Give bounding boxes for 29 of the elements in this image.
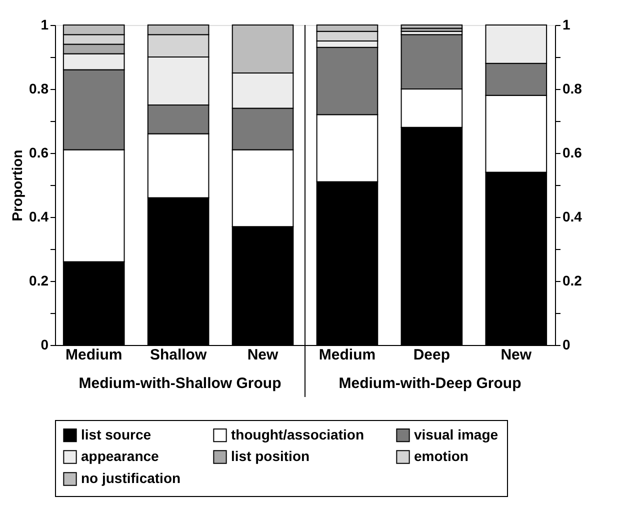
legend-label: no justification (81, 470, 181, 486)
x-tick-label: Medium (318, 346, 376, 364)
x-tick-label: Shallow (150, 346, 207, 364)
bar (400, 24, 463, 29)
text: Medium-with-Deep Group (338, 375, 522, 392)
legend-label: visual image (414, 426, 498, 442)
y-axis-title: Proportion (9, 150, 26, 222)
y2-tick-label: 0.4 (562, 208, 582, 224)
y2-tick-label: 1 (562, 16, 570, 32)
legend-label: thought/association (231, 426, 364, 442)
y2-tick-label: 0 (562, 336, 570, 352)
x-tick-label: New (247, 346, 279, 364)
legend-label: list source (81, 426, 152, 442)
y-tick-label: 0 (40, 336, 49, 352)
y-tick-label: 0.4 (29, 208, 49, 224)
y-tick-label: 0.2 (29, 272, 49, 288)
y2-tick-label: 0.6 (562, 144, 582, 160)
x-tick-label: New (500, 346, 532, 364)
y-tick-label: 0.8 (29, 80, 49, 96)
text: Medium-with-Shallow Group (78, 375, 282, 392)
legend-label: list position (231, 448, 310, 464)
y2-tick-label: 0.8 (562, 80, 582, 96)
legend-label: appearance (81, 448, 160, 464)
legend-label: emotion (414, 448, 468, 464)
x-tick-label: Deep (413, 346, 450, 364)
y2-tick-label: 0.2 (562, 272, 582, 288)
x-tick-label: Medium (66, 346, 122, 364)
y-tick-label: 0.6 (29, 144, 49, 160)
y-tick-label: 1 (40, 16, 49, 32)
